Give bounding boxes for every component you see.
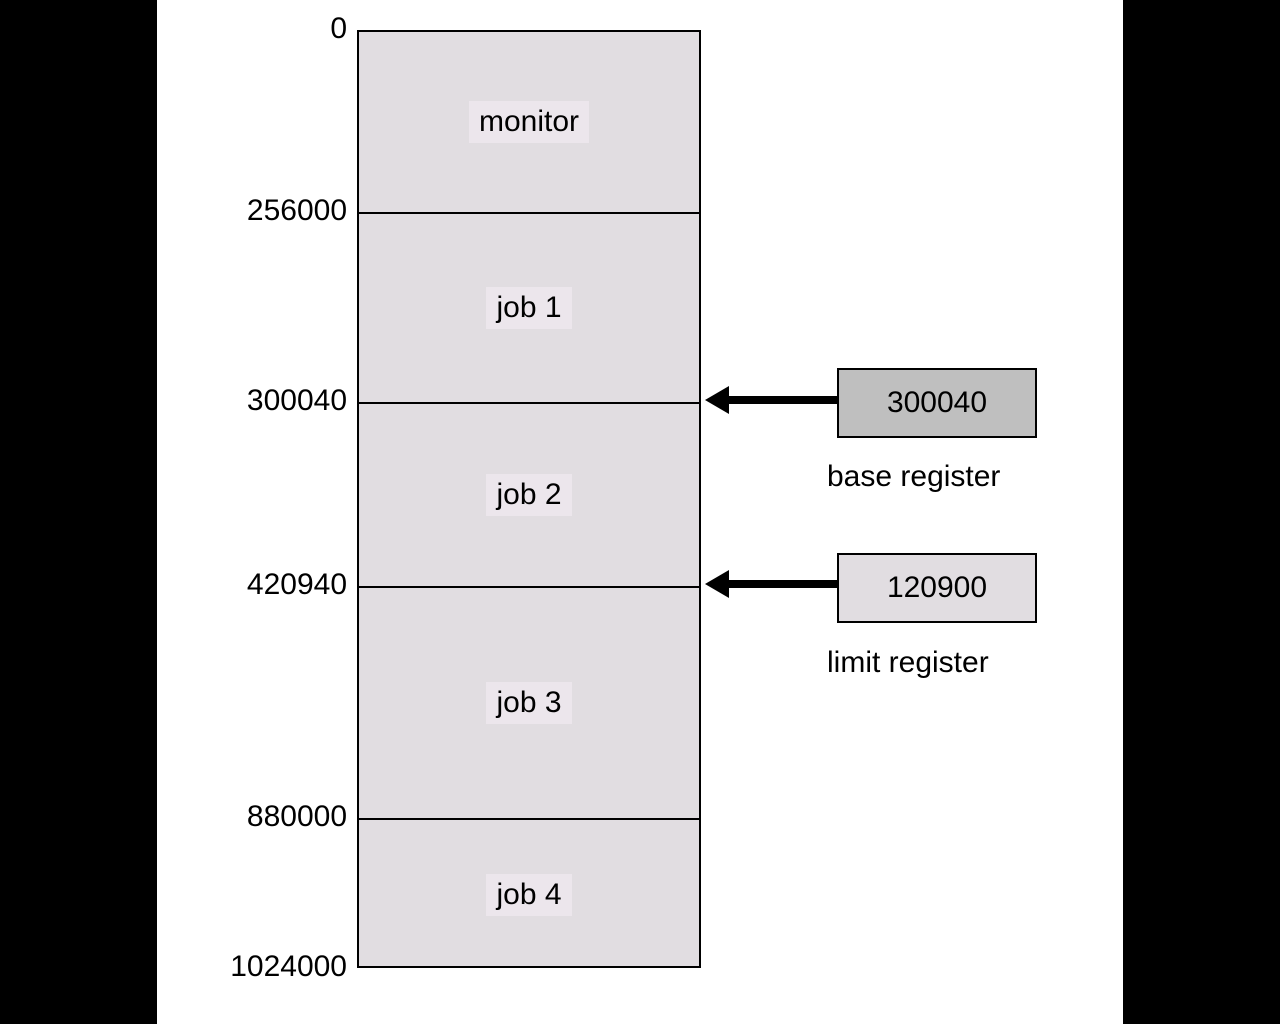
- address-1024000: 1024000: [197, 950, 347, 984]
- segment-job1: job 1: [359, 212, 699, 402]
- diagram-canvas: monitor job 1 job 2 job 3 job 4 0 256000…: [157, 0, 1123, 1024]
- address-256000: 256000: [197, 194, 347, 228]
- address-0: 0: [197, 12, 347, 46]
- segment-label: job 1: [486, 287, 571, 329]
- segment-label: job 2: [486, 474, 571, 516]
- memory-column: monitor job 1 job 2 job 3 job 4: [357, 30, 701, 968]
- arrow-line: [725, 580, 837, 588]
- segment-job3: job 3: [359, 586, 699, 818]
- address-880000: 880000: [197, 800, 347, 834]
- arrow-line: [725, 396, 837, 404]
- segment-label: job 3: [486, 682, 571, 724]
- address-300040: 300040: [197, 384, 347, 418]
- segment-label: job 4: [486, 874, 571, 916]
- limit-register-value: 120900: [887, 571, 987, 605]
- segment-job4: job 4: [359, 818, 699, 970]
- base-register-box: 300040: [837, 368, 1037, 438]
- base-register-caption: base register: [827, 460, 1000, 494]
- segment-label: monitor: [469, 101, 589, 143]
- address-420940: 420940: [197, 568, 347, 602]
- segment-monitor: monitor: [359, 32, 699, 212]
- segment-job2: job 2: [359, 402, 699, 586]
- limit-register-caption: limit register: [827, 646, 989, 680]
- limit-register-box: 120900: [837, 553, 1037, 623]
- base-register-value: 300040: [887, 386, 987, 420]
